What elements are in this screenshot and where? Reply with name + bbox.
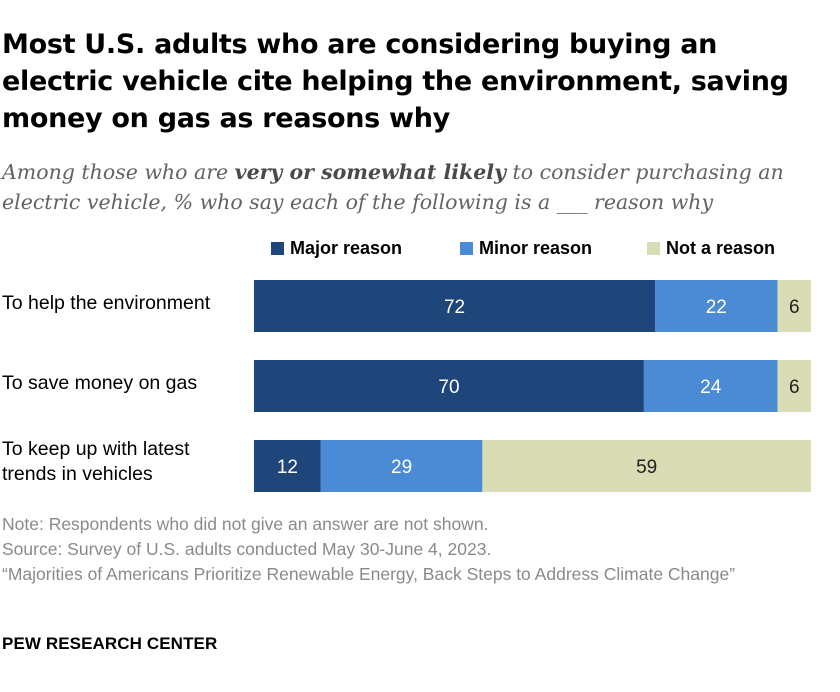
legend-item-minor: Minor reason xyxy=(460,238,592,259)
bar-value-environment-not: 6 xyxy=(789,297,800,318)
subtitle-emphasis: very or somewhat likely xyxy=(234,160,506,184)
bar-save-money-not xyxy=(777,360,811,412)
row-label-trends-line-1: To keep up with latest xyxy=(2,438,190,460)
row-label-environment-line-1: To help the environment xyxy=(2,292,211,314)
subtitle-text-end: to consider purchasing an electric vehic… xyxy=(2,160,784,214)
legend-swatch-minor xyxy=(460,242,473,255)
bar-value-save-money-minor: 24 xyxy=(700,377,722,398)
bar-value-environment-minor: 22 xyxy=(706,297,727,318)
bar-value-save-money-not: 6 xyxy=(789,377,800,398)
legend-item-major: Major reason xyxy=(271,238,402,259)
bar-value-trends-minor: 29 xyxy=(391,457,412,478)
legend-label-not: Not a reason xyxy=(666,238,776,258)
legend-label-minor: Minor reason xyxy=(479,238,593,258)
bar-value-trends-not: 59 xyxy=(636,457,657,478)
legend-label-major: Major reason xyxy=(290,238,403,258)
brand-name: PEW RESEARCH CENTER xyxy=(2,634,218,653)
bar-environment-not xyxy=(777,280,811,332)
report-title-line: “Majorities of Americans Prioritize Rene… xyxy=(2,564,736,584)
row-label-trends: To keep up with latest trends in vehicle… xyxy=(2,437,190,487)
row-label-save-money-line-1: To save money on gas xyxy=(2,372,198,394)
subtitle-text-start: Among those who are xyxy=(2,160,235,184)
source-line: Source: Survey of U.S. adults conducted … xyxy=(2,539,492,559)
row-label-environment: To help the environment xyxy=(2,291,210,316)
bar-trends-not xyxy=(482,440,811,492)
bar-save-money-minor xyxy=(643,360,778,412)
note-line: Note: Respondents who did not give an an… xyxy=(2,514,489,534)
chart-title: Most U.S. adults who are considering buy… xyxy=(2,29,789,134)
bar-environment-major xyxy=(254,280,656,332)
chart-notes: Note: Respondents who did not give an an… xyxy=(2,512,822,587)
chart-legend: Major reason Minor reason Not a reason xyxy=(0,238,840,262)
legend-item-not: Not a reason xyxy=(647,238,775,259)
bar-trends-major xyxy=(254,440,321,492)
legend-swatch-not xyxy=(647,242,660,255)
legend-swatch-major xyxy=(271,242,284,255)
bar-save-money-major xyxy=(254,360,644,412)
bar-value-environment-major: 72 xyxy=(444,297,465,318)
bar-value-save-money-major: 70 xyxy=(438,377,459,398)
row-label-save-money: To save money on gas xyxy=(2,371,197,396)
bar-environment-minor xyxy=(655,280,778,332)
bar-trends-minor xyxy=(320,440,483,492)
chart-subtitle: Among those who are very or somewhat lik… xyxy=(2,157,832,217)
bar-value-trends-major: 12 xyxy=(277,457,298,478)
row-label-trends-line-2: trends in vehicles xyxy=(2,463,153,485)
